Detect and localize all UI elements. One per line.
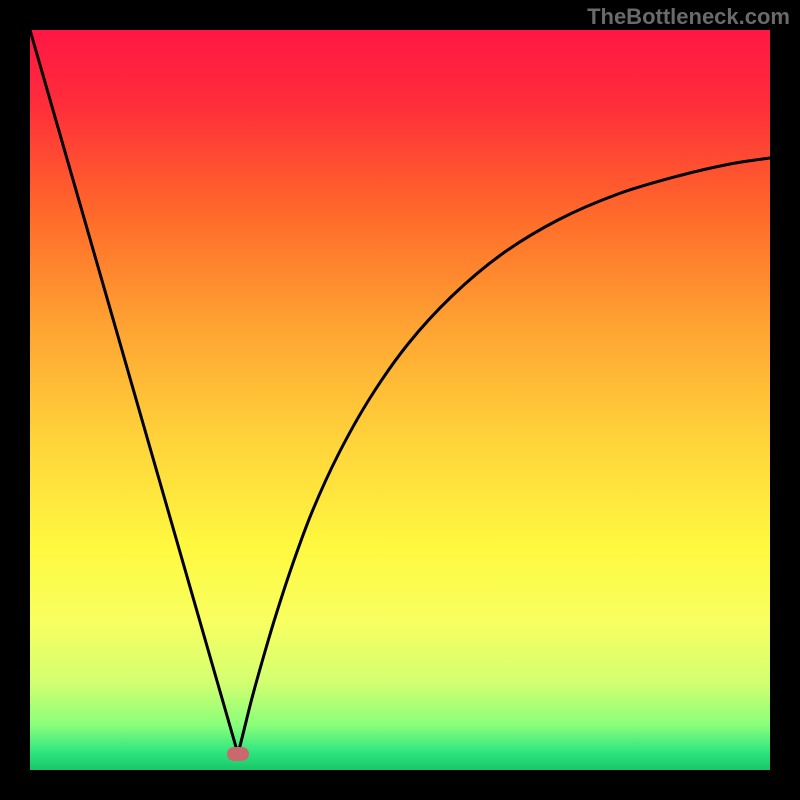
minimum-marker	[227, 747, 249, 761]
watermark-text: TheBottleneck.com	[587, 4, 790, 30]
bottleneck-curve	[30, 30, 770, 770]
plot-area	[30, 30, 770, 770]
